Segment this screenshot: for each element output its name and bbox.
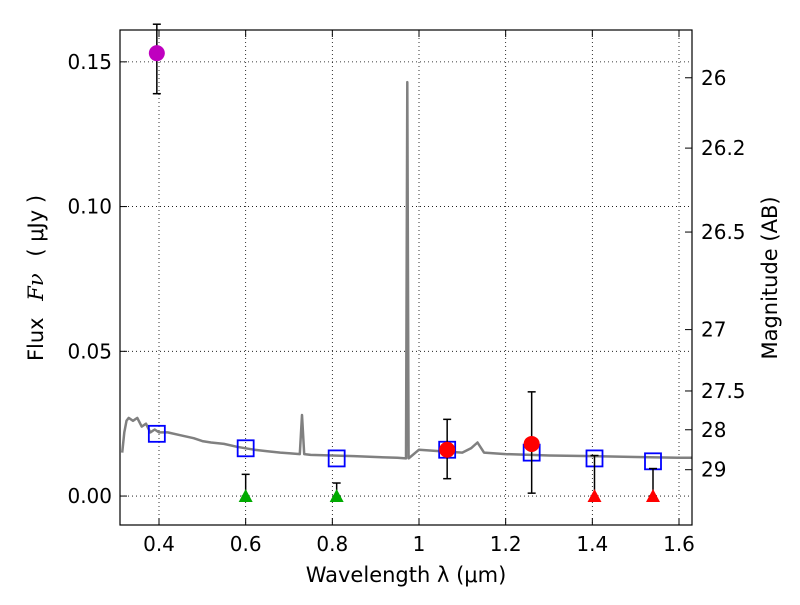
detection-marker — [523, 435, 540, 452]
upper-limit-marker — [587, 489, 602, 503]
y-axis-label-right: Magnitude (AB) — [758, 196, 782, 359]
x-tick-label: 1.6 — [663, 532, 695, 556]
right-tick-label: 27 — [701, 318, 726, 342]
y-tick-label: 0.05 — [67, 339, 112, 363]
right-tick-label: 29 — [701, 458, 726, 482]
upper-limit-marker — [646, 489, 660, 503]
detection-marker — [439, 441, 456, 458]
y-tick-label: 0.10 — [67, 195, 112, 219]
right-tick-label: 27.5 — [701, 379, 746, 403]
upper-limit-marker — [329, 489, 344, 503]
right-tick-label: 26.5 — [701, 220, 746, 244]
y-tick-label: 0.15 — [67, 50, 112, 74]
right-tick-label: 26 — [701, 66, 726, 90]
x-tick-label: 1.4 — [576, 532, 608, 556]
model-square-marker — [147, 424, 166, 443]
data-layer — [120, 23, 692, 503]
model-square-marker — [327, 449, 346, 468]
plot-frame — [119, 29, 693, 526]
right-tick-label: 28 — [701, 418, 726, 442]
right-tick-label: 26.2 — [701, 136, 746, 160]
y-tick-label: 0.00 — [67, 484, 112, 508]
x-tick-label: 0.6 — [230, 532, 262, 556]
model-square-marker — [236, 439, 255, 458]
detection-marker — [148, 45, 165, 62]
x-tick-label: 1 — [413, 532, 426, 556]
spectrum-line — [120, 80, 692, 460]
y-label-prefix: Flux — [24, 317, 48, 361]
x-tick-label: 1.2 — [490, 532, 522, 556]
x-tick-label: 0.8 — [316, 532, 348, 556]
y-axis-label-right-text: Magnitude (AB) — [758, 196, 782, 359]
x-axis-label: Wavelength λ (μm) — [306, 563, 507, 587]
upper-limit-marker — [238, 489, 253, 503]
x-tick-label: 0.4 — [143, 532, 175, 556]
y-label-math: Fν — [24, 273, 48, 302]
ticks: 0.4 0.6 0.8 1 1.2 1.4 1.6 0.00 0.05 0.10 0.15 26 26.… — [67, 30, 746, 556]
y-axis-label-left-text: Flux Fν ( μJy ) — [24, 195, 48, 361]
y-axis-label-left: Flux Fν ( μJy ) — [24, 195, 48, 361]
y-label-suffix: ( μJy ) — [24, 195, 48, 257]
model-square-marker — [644, 452, 662, 471]
